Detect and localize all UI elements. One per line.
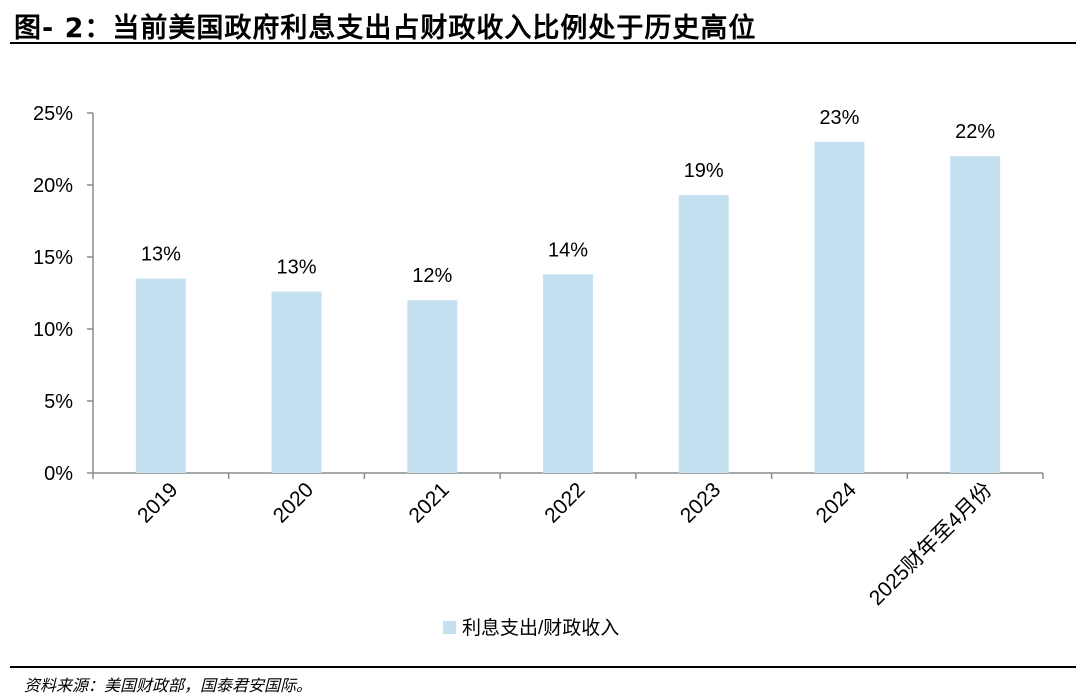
y-tick-label: 10% [33,319,73,341]
x-tick-label: 2023 [676,478,725,527]
data-label: 23% [819,107,859,129]
y-tick-label: 20% [33,175,73,197]
page-title: 图- 2：当前美国政府利息支出占财政收入比例处于历史高位 [14,13,757,44]
bar [135,278,186,473]
bar [950,156,1001,473]
bar [678,195,729,473]
title-bar: 图- 2：当前美国政府利息支出占财政收入比例处于历史高位 [0,0,1080,46]
title-divider [10,42,1076,44]
legend-label: 利息支出/财政收入 [462,617,619,639]
x-tick-label: 2024 [812,478,862,528]
y-tick-label: 5% [44,391,73,413]
data-label: 13% [141,244,181,266]
y-tick-label: 25% [33,103,73,125]
footer-divider [10,666,1076,668]
data-label: 19% [684,160,724,182]
data-label: 22% [955,121,995,143]
source-note: 资料来源：美国财政部，国泰君安国际。 [24,676,313,695]
x-tick-label: 2019 [133,478,182,527]
x-tick-label: 2022 [540,478,589,527]
bar [407,300,458,473]
bar [814,141,865,474]
x-tick-label: 2025财年至4月份 [865,478,997,610]
x-tick-label: 2021 [405,478,454,527]
y-tick-label: 15% [33,247,73,269]
data-label: 12% [412,265,452,287]
x-tick-label: 2020 [269,478,318,527]
data-label: 14% [548,239,588,261]
bar [271,291,322,473]
data-label: 13% [277,257,317,279]
legend-swatch [443,621,456,634]
bar [543,274,593,473]
y-tick-label: 0% [44,463,73,485]
